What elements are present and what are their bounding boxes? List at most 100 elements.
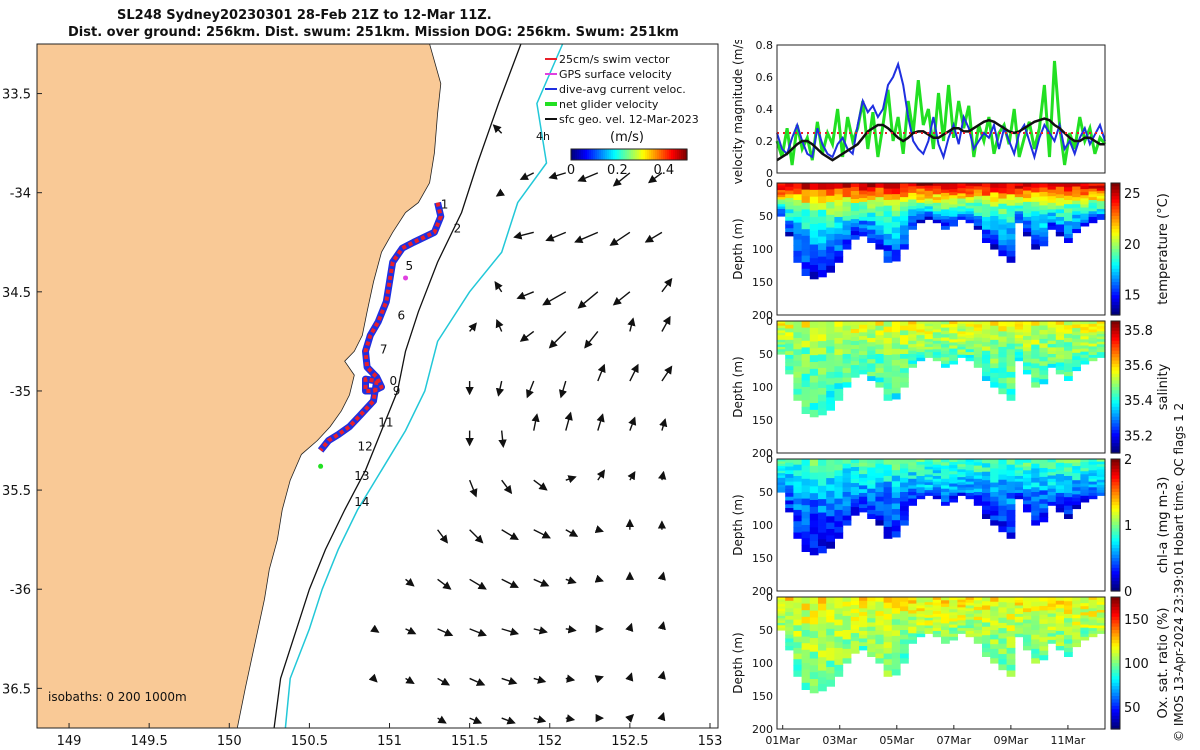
heatmap-cell: [850, 231, 860, 236]
map-y-tick-label: 34.5: [2, 286, 31, 301]
heatmap-cell: [883, 377, 893, 384]
heatmap-cell: [883, 222, 893, 229]
colorbar-cell: [1111, 511, 1120, 516]
heatmap-cell: [859, 638, 868, 643]
heatmap-cell: [908, 206, 917, 210]
heatmap-cell: [965, 202, 975, 207]
heatmap-cell: [793, 521, 803, 528]
heatmap-cell: [834, 250, 844, 258]
heatmap-cell: [801, 360, 811, 368]
heatmap-cell: [859, 634, 868, 640]
heatmap-cell: [826, 654, 835, 662]
heatmap-cell: [1031, 211, 1040, 217]
heatmap-cell: [826, 189, 835, 197]
heatmap-cell: [1055, 213, 1065, 218]
heatmap-cell: [1064, 208, 1073, 214]
heatmap-cell: [973, 610, 983, 615]
heatmap-cell: [1006, 504, 1016, 511]
heatmap-cell: [777, 611, 786, 615]
heatmap-cell: [1031, 468, 1040, 474]
heatmap-cell: [941, 363, 950, 368]
heatmap-cell: [900, 477, 909, 484]
heatmap-cell: [793, 504, 803, 511]
scale-label: 4h: [536, 130, 550, 143]
heatmap-cell: [932, 633, 942, 638]
heatmap-cell: [990, 368, 999, 374]
colorbar-tick-label: 35.2: [1124, 429, 1153, 444]
heatmap-cell: [859, 619, 868, 624]
heatmap-cell: [973, 475, 983, 480]
heatmap-cell: [900, 634, 909, 641]
heatmap-cell: [859, 198, 868, 203]
heatmap-cell: [785, 615, 794, 621]
heatmap-cell: [1088, 202, 1098, 207]
heatmap-cell: [941, 222, 950, 227]
geostrophic-vector: [519, 330, 535, 342]
heatmap-cell: [1006, 354, 1016, 362]
heatmap-cell: [1088, 197, 1098, 201]
heatmap-cell: [809, 375, 819, 384]
heatmap-cell: [965, 183, 975, 187]
heatmap-cell: [957, 599, 967, 603]
heatmap-cell: [842, 515, 852, 521]
heatmap-cell: [957, 331, 967, 335]
heatmap-cell: [1006, 608, 1016, 615]
heatmap-cell: [777, 468, 786, 472]
colorbar-tick-label: 35.8: [1124, 324, 1153, 339]
heatmap-frame: [776, 458, 1106, 592]
colorbar-cell: [1111, 492, 1120, 496]
heatmap-cell: [867, 459, 876, 464]
heatmap-cell: [949, 216, 958, 221]
heatmap-cell: [1088, 461, 1098, 466]
heatmap-cell: [1088, 332, 1098, 336]
heatmap-cell: [924, 630, 934, 634]
colorbar-cell: [1111, 584, 1120, 589]
heatmap-cell: [818, 519, 827, 527]
heatmap-cell: [973, 623, 983, 628]
heatmap-cell: [932, 357, 942, 362]
heatmap-cell: [982, 363, 991, 369]
heatmap-cell: [1039, 200, 1049, 206]
colorbar-cell: [1111, 327, 1120, 332]
geostrophic-vector: [495, 188, 506, 197]
heatmap-cell: [883, 216, 893, 224]
heatmap-cell: [859, 466, 868, 471]
heatmap-cell: [834, 216, 844, 224]
heatmap-cell: [973, 498, 983, 503]
heatmap-cell: [785, 504, 794, 509]
depth-axis-label: Depth (m): [731, 356, 745, 417]
heatmap-cell: [1031, 206, 1040, 212]
heatmap-cell: [875, 606, 885, 612]
heatmap-cell: [842, 597, 852, 603]
geostrophic-vector: [612, 172, 631, 187]
heatmap-cell: [965, 332, 975, 336]
heatmap-cell: [842, 482, 852, 488]
heatmap-cell: [867, 187, 876, 193]
heatmap-cell: [965, 492, 975, 497]
heatmap-cell: [1088, 183, 1098, 187]
heatmap-cell: [793, 383, 803, 390]
heatmap-cell: [1023, 634, 1032, 640]
heatmap-cell: [1064, 342, 1073, 348]
heatmap-cell: [965, 622, 975, 626]
heatmap-cell: [990, 335, 999, 341]
heatmap-cell: [916, 470, 926, 474]
heatmap-cell: [965, 346, 975, 350]
legend-label: sfc geo. vel. 12-Mar-2023: [559, 113, 699, 126]
heatmap-cell: [924, 201, 934, 205]
heatmap-cell: [973, 363, 983, 368]
heatmap-cell: [1031, 615, 1040, 622]
heatmap-cell: [777, 190, 786, 194]
heatmap-cell: [875, 463, 885, 470]
heatmap-cell: [982, 652, 991, 657]
heatmap-cell: [1080, 471, 1090, 475]
heatmap-cell: [867, 204, 876, 210]
heatmap-cell: [908, 340, 917, 345]
heatmap-cell: [1088, 343, 1098, 348]
heatmap-cell: [785, 232, 794, 237]
heatmap-cell: [834, 188, 844, 195]
heatmap-cell: [1031, 648, 1040, 655]
heatmap-cell: [1006, 509, 1016, 517]
heatmap-cell: [998, 321, 1008, 327]
heatmap-cell: [801, 235, 811, 243]
